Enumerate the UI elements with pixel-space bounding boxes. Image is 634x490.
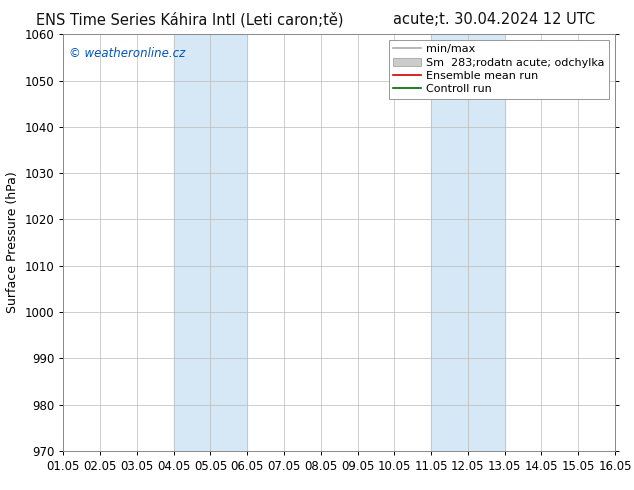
Bar	[431, 34, 505, 451]
Text: ENS Time Series Káhira Intl (Leti caron;tě): ENS Time Series Káhira Intl (Leti caron;…	[36, 12, 344, 28]
Text: acute;t. 30.04.2024 12 UTC: acute;t. 30.04.2024 12 UTC	[394, 12, 595, 27]
Y-axis label: Surface Pressure (hPa): Surface Pressure (hPa)	[6, 172, 19, 314]
Legend: min/max, Sm  283;rodatn acute; odchylka, Ensemble mean run, Controll run: min/max, Sm 283;rodatn acute; odchylka, …	[389, 40, 609, 99]
Bar	[174, 34, 247, 451]
Text: © weatheronline.cz: © weatheronline.cz	[69, 47, 185, 60]
